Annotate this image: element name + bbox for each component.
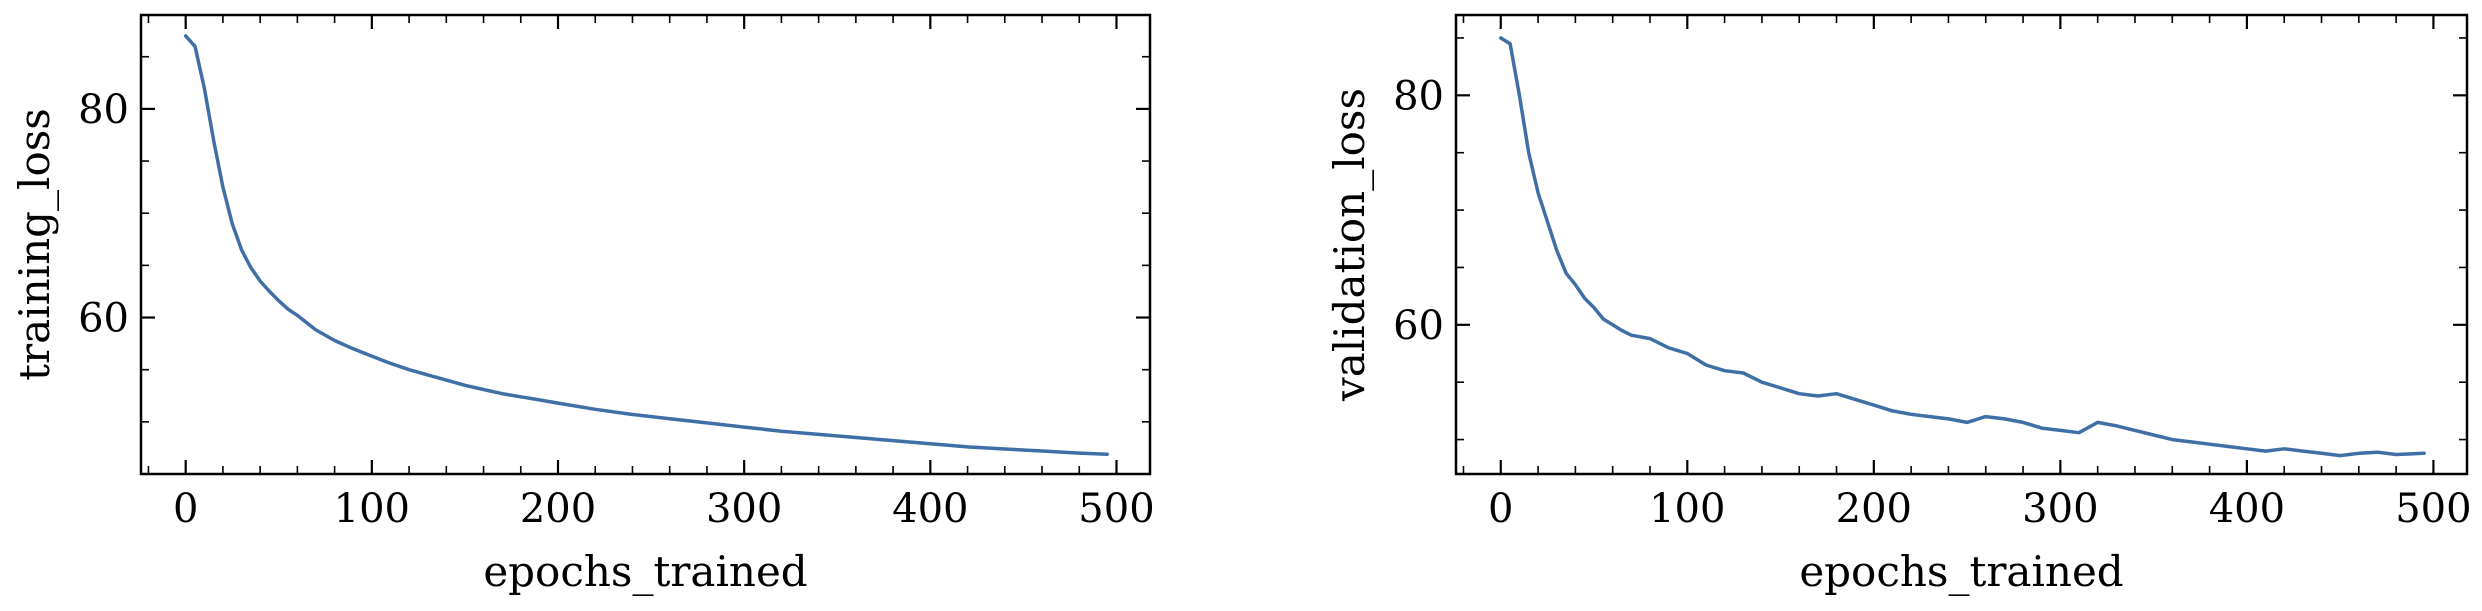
y-axis-label: validation_loss xyxy=(1325,88,1374,402)
x-tick-label: 0 xyxy=(1488,486,1513,532)
plot-frame xyxy=(139,13,1152,476)
training-loss-chart: 0 100 200 300 400 500 60 80 epochs_trained traini… xyxy=(10,13,1155,596)
x-tick-label: 500 xyxy=(2395,486,2471,532)
x-tick-label: 300 xyxy=(706,486,782,532)
x-tick-label: 200 xyxy=(1836,486,1912,532)
x-tick-label: 400 xyxy=(892,486,968,532)
series-line xyxy=(1499,36,2426,458)
y-tick-label: 60 xyxy=(78,296,129,342)
validation-loss-chart: 0 100 200 300 400 500 60 80 epochs_trained valida… xyxy=(1325,13,2472,596)
series-line xyxy=(183,34,1109,456)
x-tick-label: 500 xyxy=(1078,486,1154,532)
y-tick-label: 60 xyxy=(1393,303,1444,349)
y-axis-label: training_loss xyxy=(10,108,59,381)
y-tick-label: 80 xyxy=(78,87,129,133)
y-tick-label: 80 xyxy=(1393,73,1444,119)
x-tick-label: 100 xyxy=(334,486,410,532)
plot-frame xyxy=(1454,13,2469,476)
x-tick-label: 300 xyxy=(2022,486,2098,532)
x-tick-label: 100 xyxy=(1649,486,1725,532)
x-tick-label: 200 xyxy=(520,486,596,532)
x-tick-label: 400 xyxy=(2209,486,2285,532)
x-axis-label: epochs_trained xyxy=(1799,547,2123,596)
x-tick-label: 0 xyxy=(173,486,198,532)
x-axis-label: epochs_trained xyxy=(483,547,807,596)
